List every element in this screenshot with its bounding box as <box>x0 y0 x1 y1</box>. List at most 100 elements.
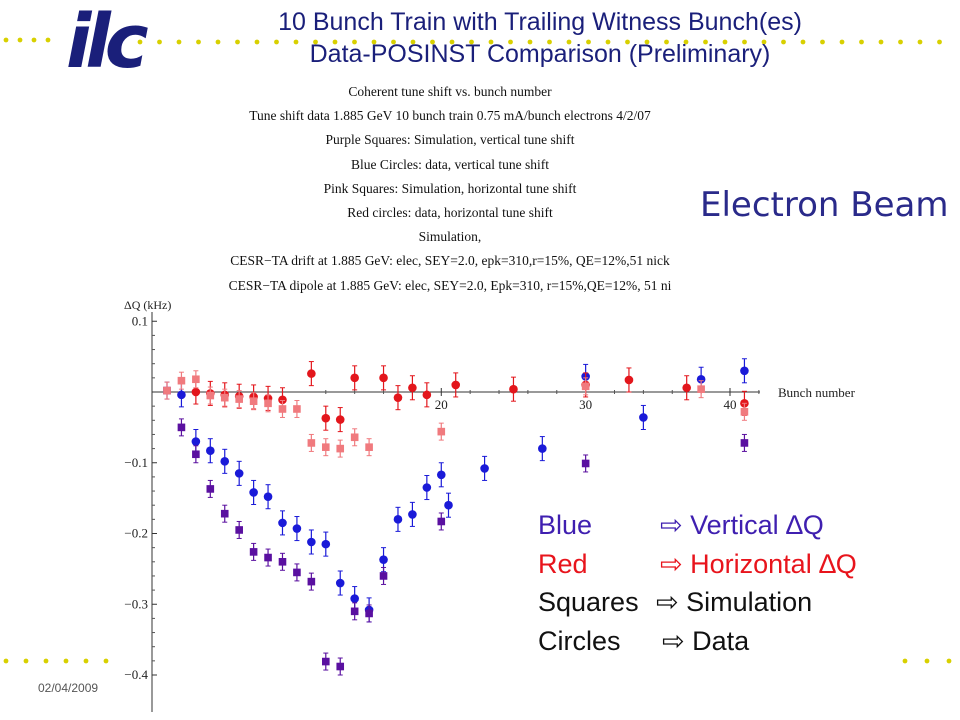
y-tick-label: −0.4 <box>124 667 148 682</box>
marker <box>451 380 461 390</box>
decorative-dot <box>176 39 182 45</box>
simulation-point-square <box>321 652 330 671</box>
marker <box>163 386 171 395</box>
data-point-circle <box>538 436 547 462</box>
marker <box>422 483 432 492</box>
slide-title-line-1: 10 Bunch Train with Trailing Witness Bun… <box>278 8 802 36</box>
simulation-point-square <box>264 394 272 413</box>
data-point-circle <box>307 529 316 555</box>
marker <box>206 446 215 456</box>
decorative-dot <box>83 658 89 664</box>
decorative-dot <box>878 39 884 45</box>
decorative-dot <box>644 39 650 45</box>
simulation-point-square <box>350 428 359 447</box>
marker <box>206 485 215 493</box>
decorative-dot <box>742 39 747 45</box>
x-tick-label: 30 <box>579 397 592 412</box>
data-point-circle <box>408 501 417 527</box>
decorative-dot <box>946 658 952 664</box>
decorative-dot <box>924 658 930 664</box>
marker <box>264 399 272 408</box>
data-point-circle <box>509 376 518 402</box>
data-point-circle <box>444 492 453 518</box>
legend-key: Circles <box>538 625 621 656</box>
chart-header-line: CESR−TA drift at 1.885 GeV: elec, SEY=2.… <box>230 253 670 269</box>
marker <box>191 387 201 397</box>
marker <box>177 390 186 400</box>
simulation-point-square <box>220 504 229 523</box>
marker <box>263 492 273 502</box>
marker <box>249 397 258 405</box>
simulation-point-square <box>350 602 359 621</box>
marker <box>278 518 287 528</box>
marker <box>307 577 316 586</box>
marker <box>740 439 749 447</box>
data-point-circle <box>335 407 345 433</box>
decorative-dots-bottom <box>3 658 952 664</box>
decorative-dot <box>937 39 942 45</box>
marker <box>191 437 201 446</box>
data-point-circle <box>480 455 489 481</box>
data-point-circle <box>307 361 316 387</box>
simulation-point-square <box>307 572 316 591</box>
marker <box>335 415 345 424</box>
decorative-dot <box>547 39 552 45</box>
data-point-circle <box>393 506 403 532</box>
arrow-icon: ⇨ <box>660 510 683 540</box>
marker <box>234 469 244 478</box>
data-point-circle <box>321 531 331 557</box>
marker <box>336 662 345 671</box>
decorative-dot <box>23 658 29 664</box>
decorative-dot <box>137 39 143 45</box>
marker <box>639 413 648 422</box>
marker <box>393 515 403 524</box>
data-point-circle <box>234 460 244 486</box>
marker <box>365 609 373 618</box>
marker <box>220 457 230 466</box>
decorative-dot <box>800 39 806 45</box>
y-tick-label: 0.1 <box>132 313 148 328</box>
chart-header-line: CESR−TA dipole at 1.885 GeV: elec, SEY=2… <box>228 277 672 293</box>
decorative-dot <box>45 37 51 43</box>
marker <box>235 395 243 403</box>
data-point-circle <box>379 365 388 391</box>
simulation-point-square <box>192 445 200 464</box>
decorative-dot <box>917 39 923 45</box>
simulation-point-square <box>163 381 171 400</box>
decorative-dot <box>605 39 611 45</box>
marker <box>307 439 316 447</box>
simulation-point-square <box>278 399 287 418</box>
data-points <box>163 358 749 676</box>
electron-beam-label: Electron Beam <box>700 185 949 225</box>
marker <box>350 607 359 616</box>
simulation-point-square <box>249 392 258 411</box>
marker <box>335 578 345 588</box>
decorative-dot <box>391 39 396 45</box>
simulation-point-square <box>365 604 373 623</box>
marker <box>538 444 547 453</box>
decorative-dot <box>586 39 591 45</box>
data-point-circle <box>263 484 273 510</box>
marker <box>293 405 301 413</box>
decorative-dot <box>664 39 669 45</box>
decorative-dot <box>488 39 494 45</box>
marker <box>437 427 446 436</box>
marker <box>321 657 330 666</box>
marker <box>697 385 705 393</box>
simulation-point-square <box>235 520 243 539</box>
simulation-point-square <box>264 548 272 567</box>
marker <box>220 509 229 518</box>
marker <box>249 548 258 556</box>
data-point-circle <box>393 385 403 411</box>
marker <box>177 423 186 432</box>
marker <box>436 470 446 480</box>
decorative-dot <box>254 39 260 45</box>
y-ticks: 0.1 −0.1 −0.2 −0.3 −0.4 <box>124 313 157 682</box>
y-tick-label: −0.1 <box>124 455 148 470</box>
legend-value: Horizontal ∆Q <box>690 548 857 579</box>
simulation-point-square <box>220 388 229 407</box>
decorative-dot <box>157 39 162 45</box>
marker <box>393 393 403 402</box>
decorative-dot <box>43 658 49 664</box>
